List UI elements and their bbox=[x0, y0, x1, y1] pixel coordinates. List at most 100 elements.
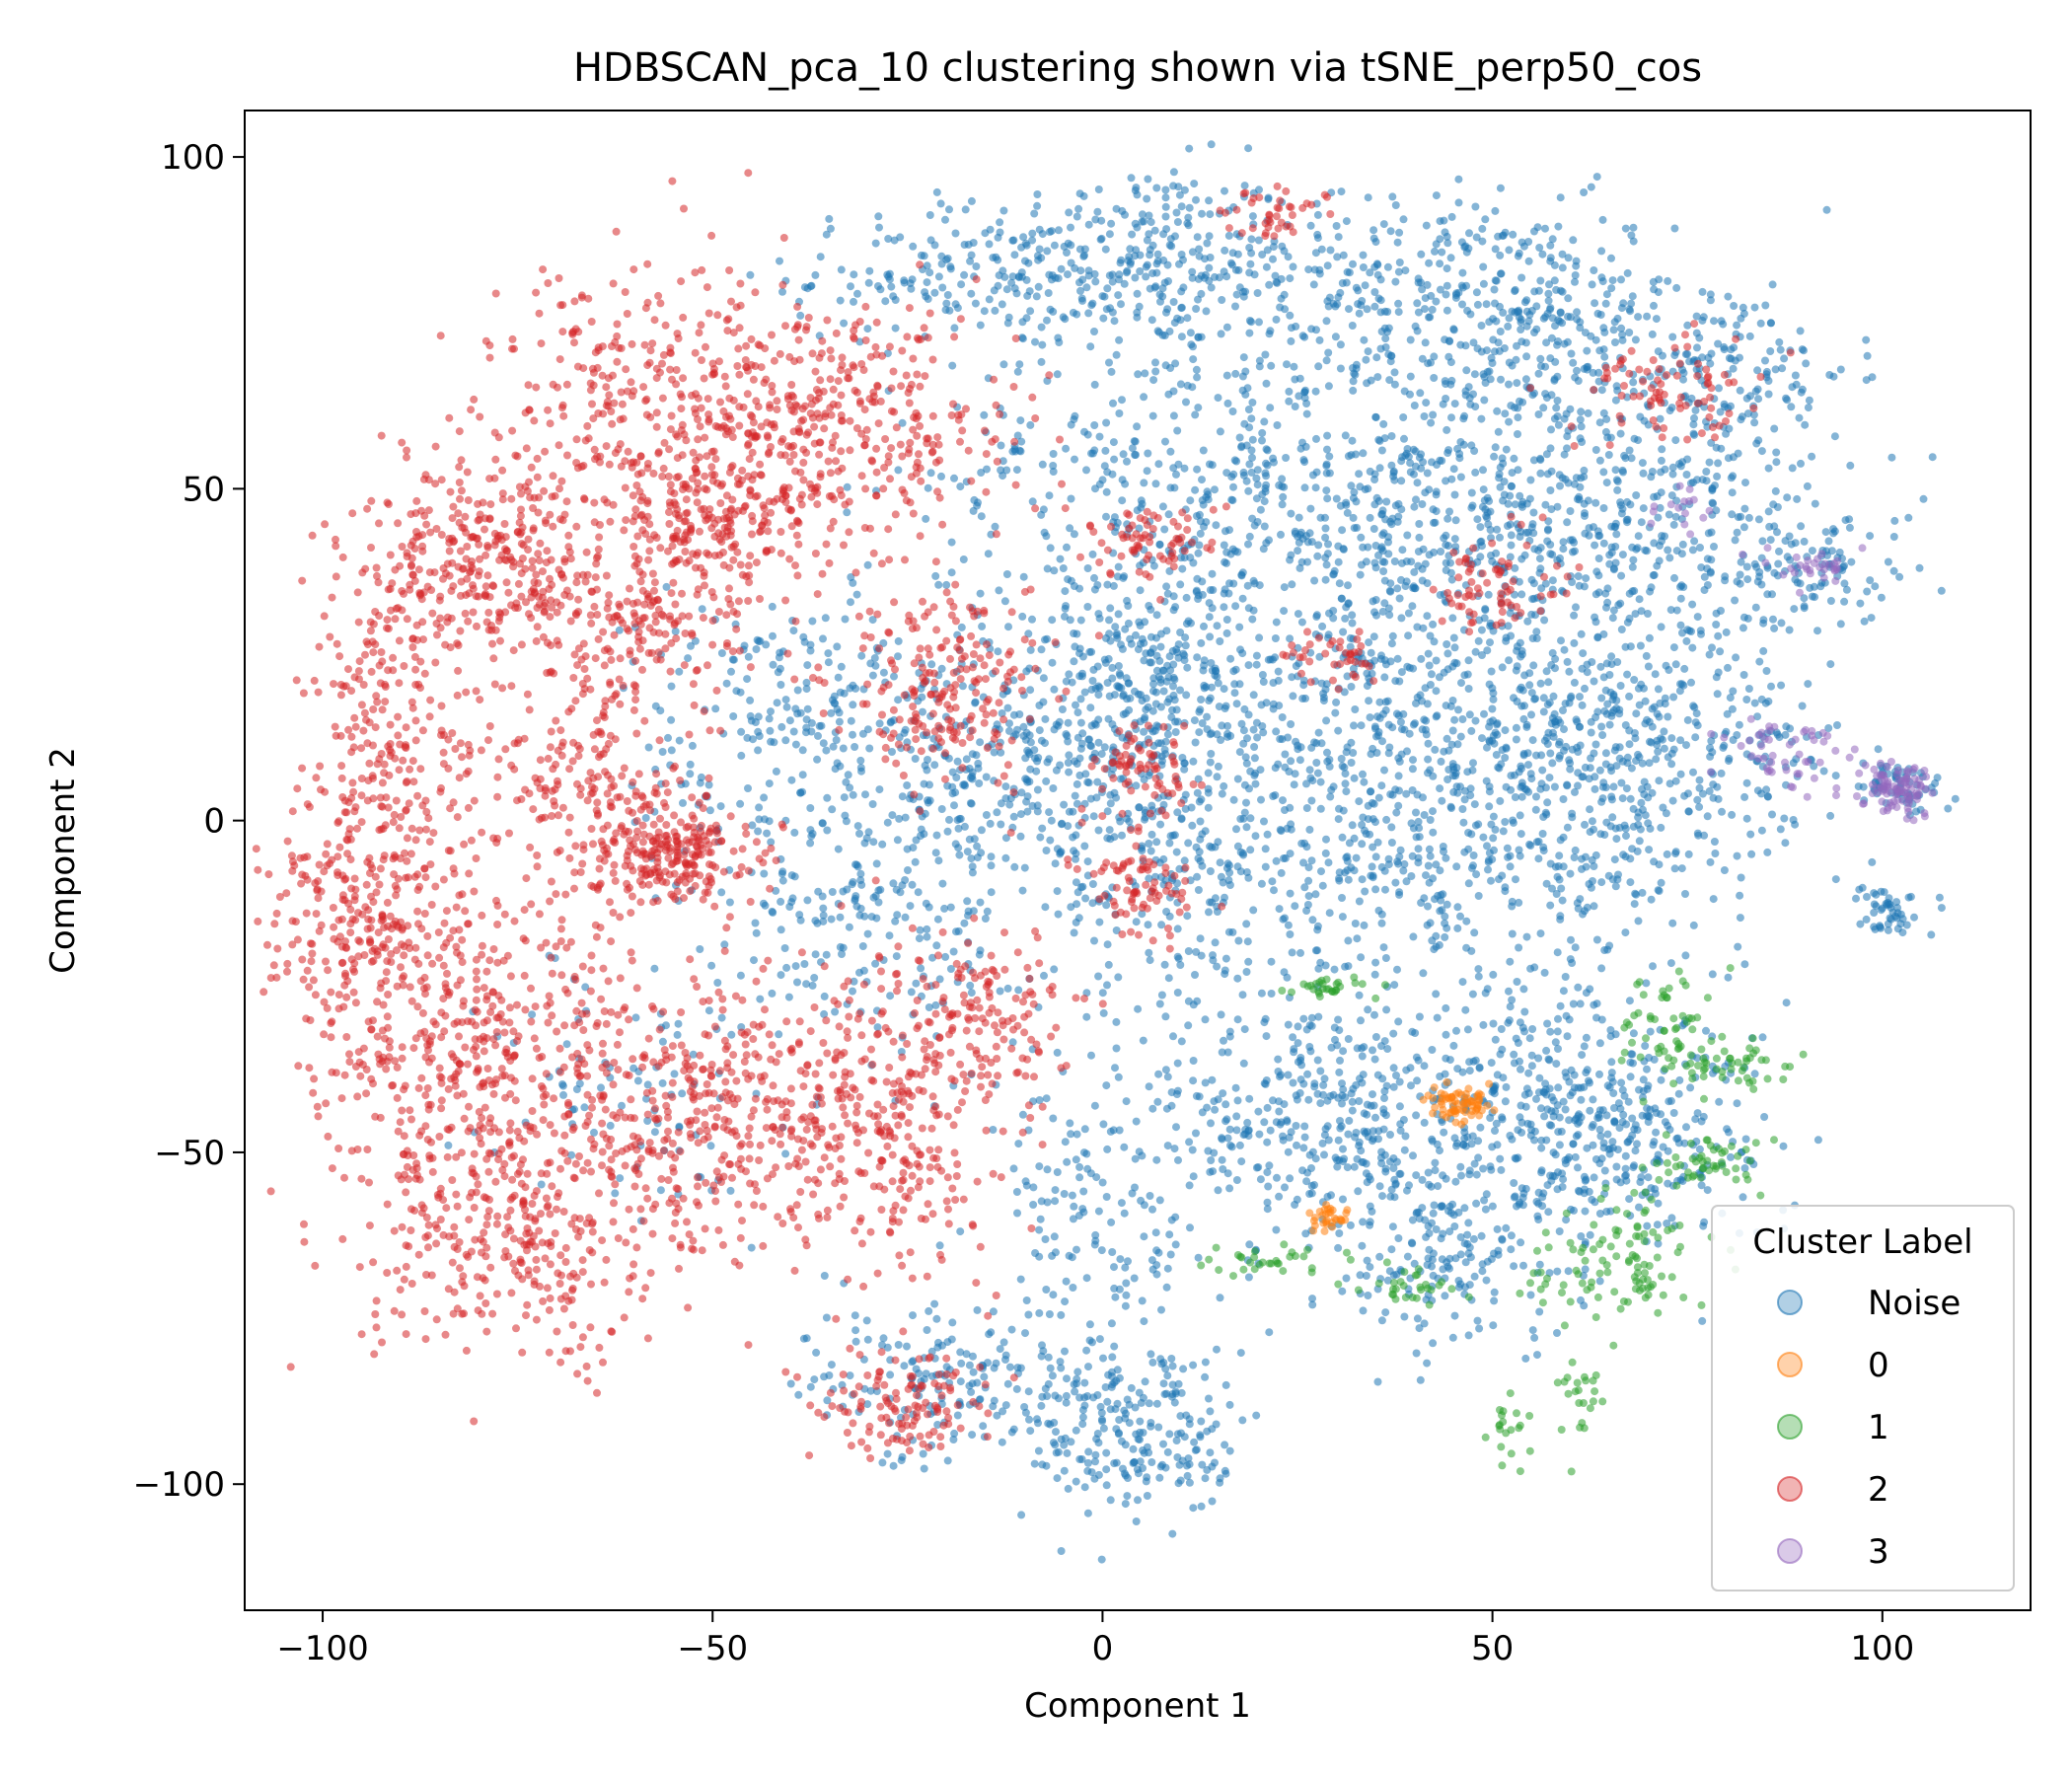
data-point bbox=[1214, 394, 1222, 403]
data-point bbox=[1337, 594, 1346, 603]
data-point bbox=[1563, 518, 1572, 527]
data-point bbox=[1295, 392, 1303, 401]
data-point bbox=[1014, 986, 1023, 995]
data-point bbox=[1363, 669, 1371, 678]
data-point bbox=[1225, 579, 1233, 588]
data-point bbox=[1677, 550, 1686, 558]
data-point bbox=[1404, 452, 1413, 461]
data-point bbox=[1081, 894, 1090, 903]
data-point bbox=[1105, 271, 1114, 280]
data-point bbox=[1714, 459, 1723, 468]
data-point bbox=[793, 686, 802, 695]
data-point bbox=[960, 780, 969, 789]
data-point bbox=[1559, 545, 1568, 554]
data-point bbox=[1889, 566, 1898, 575]
data-point bbox=[1430, 548, 1439, 556]
data-point bbox=[1300, 883, 1309, 892]
data-point bbox=[1569, 999, 1578, 1008]
data-point bbox=[1516, 811, 1524, 820]
data-point bbox=[1076, 695, 1085, 703]
data-point bbox=[1811, 499, 1819, 508]
data-point bbox=[1191, 410, 1200, 419]
data-point bbox=[1581, 763, 1590, 772]
data-point bbox=[1335, 579, 1344, 588]
data-point bbox=[1830, 432, 1839, 441]
data-point bbox=[967, 799, 976, 808]
data-point bbox=[1481, 215, 1490, 224]
data-point bbox=[1084, 735, 1093, 744]
data-point bbox=[1597, 694, 1606, 703]
data-point bbox=[1665, 510, 1673, 519]
data-point bbox=[1240, 780, 1249, 789]
data-point bbox=[1407, 819, 1416, 828]
data-point bbox=[1277, 530, 1285, 539]
data-point bbox=[1352, 283, 1361, 292]
data-point bbox=[1587, 183, 1595, 191]
data-point bbox=[1770, 568, 1779, 577]
data-point bbox=[807, 281, 816, 290]
data-point bbox=[1426, 851, 1435, 860]
data-point bbox=[1205, 908, 1213, 917]
data-point bbox=[1541, 783, 1550, 792]
data-point bbox=[1622, 832, 1630, 841]
data-point bbox=[1240, 704, 1249, 713]
data-point bbox=[1300, 333, 1309, 341]
data-point bbox=[1294, 610, 1302, 619]
data-point bbox=[1639, 504, 1648, 513]
data-point bbox=[1347, 683, 1356, 691]
data-point bbox=[1100, 462, 1109, 471]
data-point bbox=[1249, 691, 1258, 700]
data-point bbox=[1528, 634, 1537, 642]
data-point bbox=[1743, 614, 1752, 623]
data-point bbox=[1395, 1102, 1404, 1111]
data-point bbox=[847, 282, 854, 291]
data-point bbox=[1534, 369, 1543, 378]
data-point bbox=[1648, 330, 1657, 338]
data-point bbox=[1501, 754, 1510, 762]
data-point bbox=[1037, 645, 1046, 654]
data-point bbox=[1348, 436, 1357, 445]
data-point bbox=[1625, 740, 1634, 749]
data-point bbox=[1212, 521, 1221, 530]
data-point bbox=[1408, 1216, 1417, 1224]
data-point bbox=[923, 932, 931, 941]
data-point bbox=[1450, 643, 1459, 652]
data-point bbox=[1031, 754, 1039, 763]
data-point bbox=[1022, 241, 1031, 250]
data-point bbox=[1211, 894, 1220, 903]
data-point bbox=[1757, 580, 1766, 589]
data-point bbox=[987, 852, 996, 861]
data-point bbox=[1357, 1016, 1365, 1025]
data-point bbox=[1186, 496, 1195, 505]
data-point bbox=[1147, 847, 1155, 855]
data-point bbox=[1343, 508, 1352, 517]
data-point bbox=[1487, 876, 1495, 885]
data-point bbox=[1516, 491, 1524, 500]
data-point bbox=[1157, 991, 1166, 999]
data-point bbox=[1797, 522, 1806, 531]
data-point bbox=[1410, 567, 1419, 576]
data-point bbox=[1316, 1067, 1325, 1075]
data-point bbox=[1054, 910, 1063, 919]
data-point bbox=[1378, 510, 1386, 518]
data-point bbox=[1121, 480, 1130, 488]
data-point bbox=[1691, 733, 1700, 742]
data-point bbox=[1606, 688, 1615, 697]
data-point bbox=[1289, 1033, 1297, 1042]
data-point bbox=[1615, 823, 1624, 832]
data-point bbox=[1590, 862, 1598, 870]
data-point bbox=[1087, 301, 1096, 310]
data-point bbox=[1415, 533, 1424, 542]
data-point bbox=[1766, 536, 1775, 545]
data-point bbox=[1429, 874, 1438, 883]
data-point bbox=[1530, 329, 1538, 336]
data-point bbox=[1737, 314, 1745, 323]
data-point bbox=[1756, 319, 1765, 328]
data-point bbox=[1357, 1147, 1366, 1155]
data-point bbox=[1695, 776, 1704, 784]
data-point bbox=[1035, 726, 1044, 735]
data-point bbox=[1026, 420, 1035, 429]
data-point bbox=[811, 270, 820, 279]
data-point bbox=[1294, 745, 1302, 754]
data-point bbox=[1536, 679, 1545, 688]
